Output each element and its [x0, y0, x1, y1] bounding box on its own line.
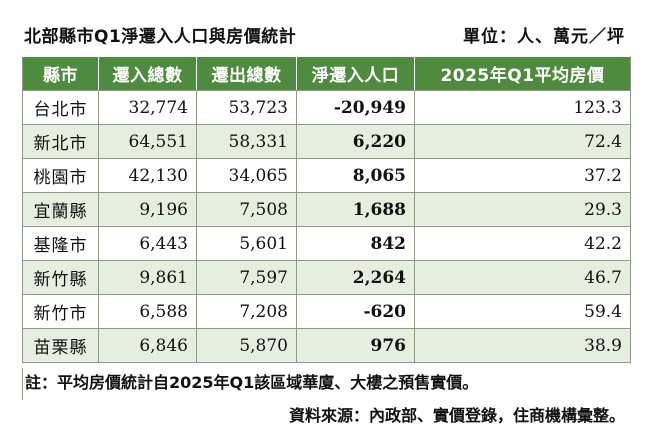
- cell-net: 842: [296, 226, 415, 261]
- cell-price: 123.3: [414, 90, 631, 125]
- page-title: 北部縣市Q1淨遷入人口與房價統計: [24, 27, 297, 47]
- cell-city: 苗栗縣: [22, 328, 99, 363]
- table-row: 宜蘭縣 9,196 7,508 1,688 29.3: [22, 192, 631, 227]
- cell-net: -20,949: [296, 90, 415, 125]
- cell-out: 58,331: [196, 124, 297, 159]
- cell-price: 42.2: [414, 226, 631, 261]
- cell-out: 7,208: [196, 294, 297, 329]
- cell-city: 宜蘭縣: [22, 192, 99, 227]
- cell-net: 976: [296, 328, 415, 363]
- table-row: 台北市 32,774 53,723 -20,949 123.3: [22, 90, 631, 125]
- cell-out: 5,601: [196, 226, 297, 261]
- cell-out: 34,065: [196, 158, 297, 193]
- source-credit: 資料來源：內政部、實價登錄，住商機構彙整。: [288, 406, 625, 425]
- cell-in: 9,196: [98, 192, 197, 227]
- cell-in: 6,588: [98, 294, 197, 329]
- cell-in: 64,551: [98, 124, 197, 159]
- header-row: 縣市 遷入總數 遷出總數 淨遷入人口 2025年Q1平均房價: [22, 56, 631, 91]
- table-row: 基隆市 6,443 5,601 842 42.2: [22, 226, 631, 261]
- cell-out: 53,723: [196, 90, 297, 125]
- cell-in: 42,130: [98, 158, 197, 193]
- cell-out: 7,597: [196, 260, 297, 295]
- cell-city: 新北市: [22, 124, 99, 159]
- table-row: 新竹縣 9,861 7,597 2,264 46.7: [22, 260, 631, 295]
- cell-city: 桃園市: [22, 158, 99, 193]
- cell-in: 9,861: [98, 260, 197, 295]
- header-city: 縣市: [22, 56, 99, 91]
- table-row: 苗栗縣 6,846 5,870 976 38.9: [22, 328, 631, 363]
- unit-label: 單位：人、萬元／坪: [463, 27, 625, 47]
- cell-city: 基隆市: [22, 226, 99, 261]
- cell-price: 29.3: [414, 192, 631, 227]
- cell-price: 46.7: [414, 260, 631, 295]
- cell-in: 32,774: [98, 90, 197, 125]
- stats-table: 縣市 遷入總數 遷出總數 淨遷入人口 2025年Q1平均房價 台北市 32,77…: [22, 56, 631, 363]
- header-out: 遷出總數: [196, 56, 297, 91]
- cell-city: 新竹縣: [22, 260, 99, 295]
- header-net: 淨遷入人口: [296, 56, 415, 91]
- table-row: 新竹市 6,588 7,208 -620 59.4: [22, 294, 631, 329]
- cell-price: 72.4: [414, 124, 631, 159]
- cell-out: 7,508: [196, 192, 297, 227]
- cell-price: 59.4: [414, 294, 631, 329]
- cell-city: 新竹市: [22, 294, 99, 329]
- cell-price: 38.9: [414, 328, 631, 363]
- footnote: 註：平均房價統計自2025年Q1該區域華廈、大樓之預售實價。: [22, 368, 628, 400]
- header-price: 2025年Q1平均房價: [414, 56, 631, 91]
- cell-net: -620: [296, 294, 415, 329]
- cell-out: 5,870: [196, 328, 297, 363]
- cell-in: 6,846: [98, 328, 197, 363]
- table-row: 桃園市 42,130 34,065 8,065 37.2: [22, 158, 631, 193]
- cell-net: 8,065: [296, 158, 415, 193]
- cell-city: 台北市: [22, 90, 99, 125]
- cell-net: 2,264: [296, 260, 415, 295]
- cell-net: 1,688: [296, 192, 415, 227]
- cell-net: 6,220: [296, 124, 415, 159]
- header-in: 遷入總數: [98, 56, 197, 91]
- cell-in: 6,443: [98, 226, 197, 261]
- table-row: 新北市 64,551 58,331 6,220 72.4: [22, 124, 631, 159]
- cell-price: 37.2: [414, 158, 631, 193]
